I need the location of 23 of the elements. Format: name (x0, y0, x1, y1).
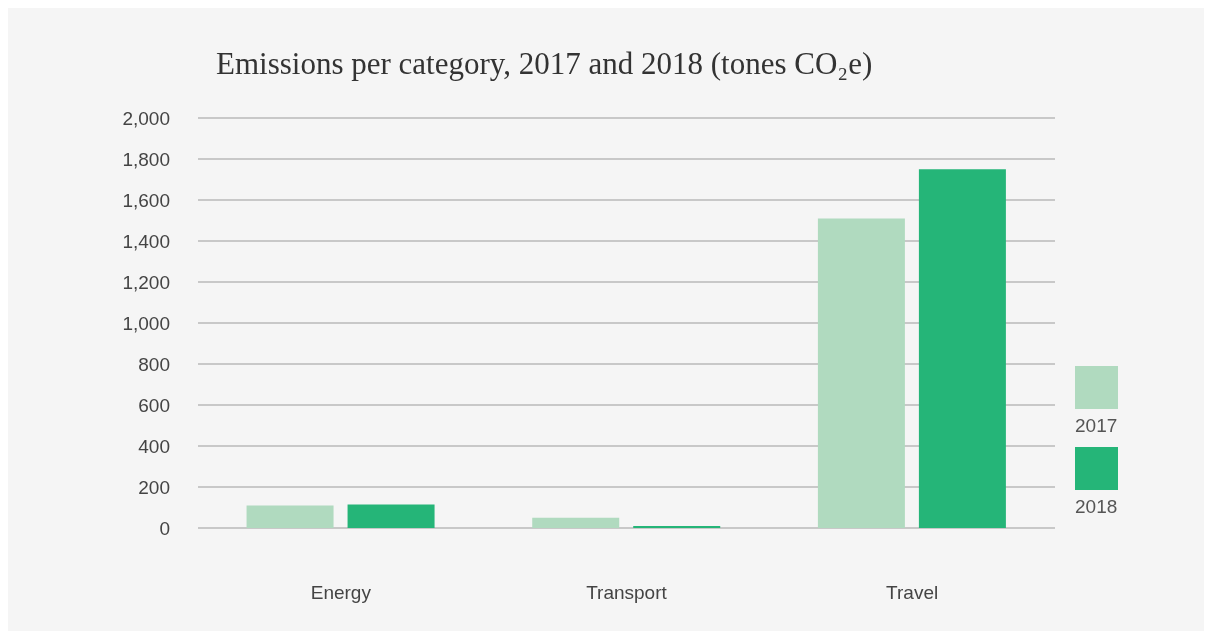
y-tick-label: 1,000 (122, 312, 170, 334)
bar (532, 517, 620, 528)
bar (347, 504, 435, 528)
legend-label: 2018 (1075, 496, 1118, 518)
y-tick-label: 400 (138, 435, 170, 457)
x-tick-label: Transport (586, 582, 668, 604)
chart-title: Emissions per category, 2017 and 2018 (tones CO₂e) (216, 46, 873, 82)
y-tick-label: 200 (138, 476, 170, 498)
y-tick-label: 800 (138, 353, 170, 375)
x-tick-label: Energy (310, 582, 372, 604)
y-tick-label: 1,800 (122, 148, 170, 170)
legend-label: 2017 (1075, 415, 1118, 437)
bar (918, 169, 1006, 528)
y-tick-label: 600 (138, 394, 170, 416)
y-tick-label: 1,200 (122, 271, 170, 293)
x-tick-label: Travel (886, 582, 939, 604)
bar (817, 218, 905, 528)
bar (633, 525, 721, 528)
y-tick-label: 1,600 (122, 189, 170, 211)
y-tick-label: 0 (159, 517, 170, 539)
bar (246, 505, 334, 528)
y-tick-label: 2,000 (122, 107, 170, 129)
y-tick-label: 1,400 (122, 230, 170, 252)
